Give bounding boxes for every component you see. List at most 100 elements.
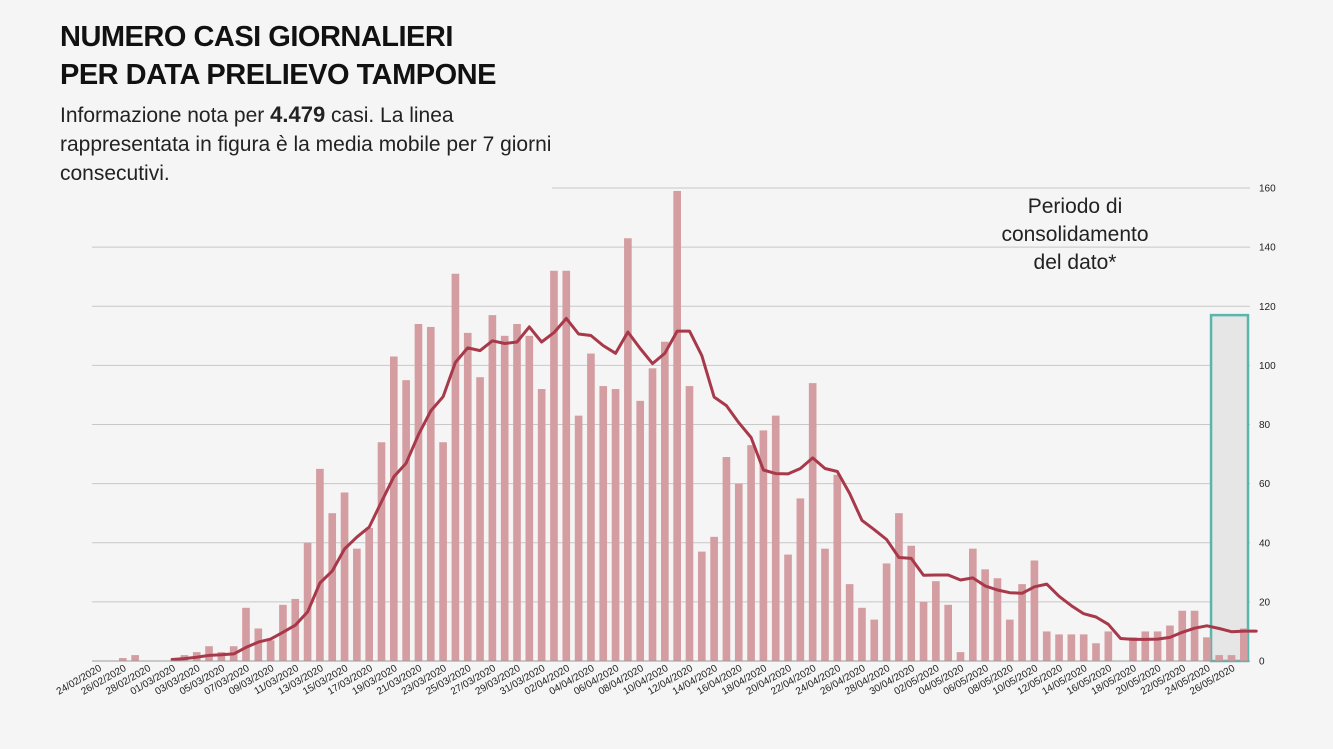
consolidation-note-line: consolidamento [1001,223,1148,246]
bar [476,377,484,661]
consolidation-note-line: del dato* [1034,251,1117,274]
title-line-2: PER DATA PRELIEVO TAMPONE [60,59,496,91]
bar [537,389,546,661]
bar [488,315,497,661]
subtitle-post: casi. La linea rappresentata in figura è… [60,104,552,185]
bar [845,584,854,661]
bar [426,326,435,661]
bar [685,386,694,661]
bar [944,604,952,661]
bar [316,468,324,661]
consolidation-box [1209,313,1250,663]
bar [574,415,583,661]
bar [131,655,139,661]
bar [303,542,312,661]
y-tick-label: 60 [1259,479,1271,490]
bar [648,368,657,661]
bar [661,341,669,661]
bar [870,619,879,661]
bar [858,607,866,661]
bar [353,548,361,661]
bar [771,415,780,661]
bar [969,548,977,661]
bar [1030,560,1039,661]
bar [328,513,337,661]
bar [784,554,792,661]
bar [205,646,213,661]
consolidation-note: Periodo di consolidamento del dato* [1001,195,1148,274]
bar [1092,643,1100,661]
bar [1240,628,1248,661]
bar [1104,631,1113,661]
bar [365,527,373,661]
bar [451,273,460,661]
bar [895,513,903,661]
y-tick-label: 20 [1259,597,1271,608]
x-axis: 24/02/202026/02/202028/02/202001/03/2020… [55,663,1238,698]
bar [722,457,731,661]
gridlines [92,187,1250,603]
bar [1141,631,1150,661]
bar [747,445,755,661]
bar [500,335,509,661]
bar [242,607,250,661]
y-tick-label: 0 [1259,657,1265,668]
y-tick-label: 80 [1259,420,1271,431]
bar [118,658,127,661]
bar [981,569,989,661]
bar [821,548,829,661]
bar [907,545,916,661]
bar [808,383,817,661]
bar [550,270,558,661]
bar [636,400,645,661]
bar [291,598,300,661]
bar [759,430,768,661]
bar [1042,631,1051,661]
y-axis: 0 20 40 60 80 100 120 140 160 [1259,184,1276,668]
bar [710,536,718,661]
y-tick-label: 40 [1259,538,1271,549]
bar [1215,655,1224,661]
bars [118,190,1248,662]
consolidation-period [1209,313,1250,663]
bar [562,270,571,661]
bar [734,483,743,661]
bar [266,640,275,661]
y-tick-label: 120 [1259,302,1276,313]
y-tick-label: 160 [1259,184,1276,195]
bar [1067,634,1076,661]
bar [1018,584,1026,661]
bar [1055,634,1063,661]
y-tick-label: 100 [1259,361,1276,372]
bar [919,601,928,661]
bar [833,474,842,661]
bar [611,389,620,661]
bar [1153,631,1162,661]
bar [463,332,472,661]
bar [1079,634,1088,661]
bar [1203,637,1211,661]
bar [1005,619,1014,661]
bar [796,498,805,661]
moving-average-line [170,316,1258,661]
bar [882,563,891,661]
bar [1166,625,1174,661]
bar [599,386,608,661]
subtitle-value: 4.479 [270,102,326,127]
bar [587,353,595,661]
chart-subtitle: Informazione nota per 4.479 casi. La lin… [60,100,560,188]
title-line-1: NUMERO CASI GIORNALIERI [60,21,453,53]
bar [525,335,534,661]
bar [513,323,521,661]
bar [377,442,386,661]
bar [932,581,940,661]
consolidation-note-line: Periodo di [1028,195,1123,218]
bar [956,652,965,661]
chart-title: NUMERO CASI GIORNALIERI PER DATA PRELIEV… [60,18,496,94]
bar [1190,610,1199,661]
bar [993,578,1002,661]
bar [673,190,681,662]
bar [1129,637,1137,661]
bar [1227,655,1236,661]
